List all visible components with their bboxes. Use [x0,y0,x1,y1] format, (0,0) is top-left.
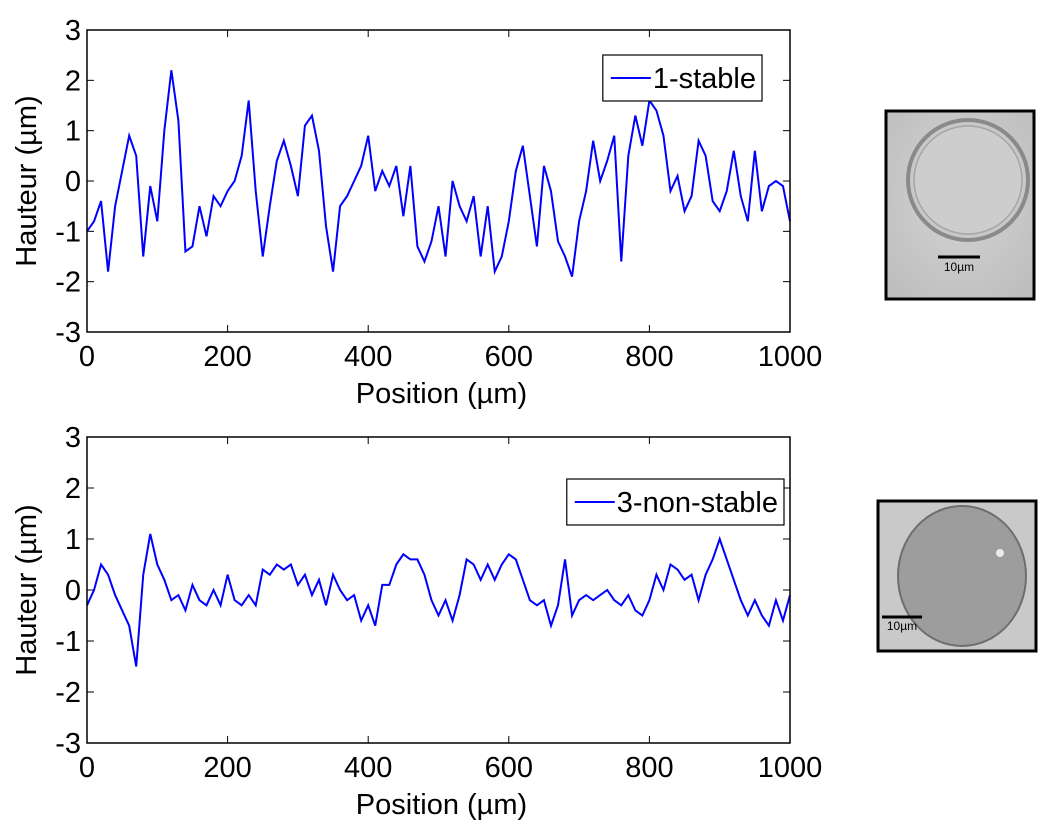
x-axis-label: Position (µm) [356,378,527,410]
scale-label: 10µm [887,619,917,633]
y-tick-label: -2 [55,677,81,709]
y-tick-label: -1 [55,216,81,248]
x-tick-label: 0 [79,341,95,373]
x-tick-label: 400 [344,341,392,373]
y-tick-label: 2 [65,65,81,97]
y-tick-label: -2 [55,267,81,299]
y-tick-label: -1 [55,626,81,658]
x-axis-label: Position (µm) [356,789,527,821]
x-tick-label: 200 [203,341,251,373]
y-axis-label: Hauteur (µm) [11,504,43,675]
inset-image: 10µm [876,499,1038,653]
axes-box [86,436,791,744]
x-tick-label: 0 [79,752,95,784]
legend-label: 3-non-stable [617,487,778,519]
x-tick-label: 600 [485,752,533,784]
scale-label: 10µm [944,260,974,274]
legend-label: 1-stable [653,63,756,95]
y-tick-label: 3 [65,15,81,47]
y-tick-label: 2 [65,473,81,505]
x-tick-label: 400 [344,752,392,784]
y-tick-label: -3 [55,728,81,760]
x-tick-label: 600 [485,341,533,373]
axes-box [86,29,791,333]
x-tick-label: 800 [625,752,673,784]
y-tick-label: 0 [65,575,81,607]
y-tick-label: -3 [55,317,81,349]
y-tick-label: 1 [65,116,81,148]
data-line [86,533,791,667]
legend: 3-non-stable [566,478,785,526]
x-tick-label: 200 [203,752,251,784]
y-tick-label: 1 [65,524,81,556]
x-tick-label: 1000 [758,341,823,373]
inset-image: 10µm [884,109,1036,301]
legend: 1-stable [602,54,763,102]
x-tick-label: 1000 [758,752,823,784]
y-tick-label: 3 [65,422,81,454]
x-tick-label: 800 [625,341,673,373]
y-axis-label: Hauteur (µm) [11,95,43,266]
y-tick-label: 0 [65,166,81,198]
data-line [86,70,791,277]
